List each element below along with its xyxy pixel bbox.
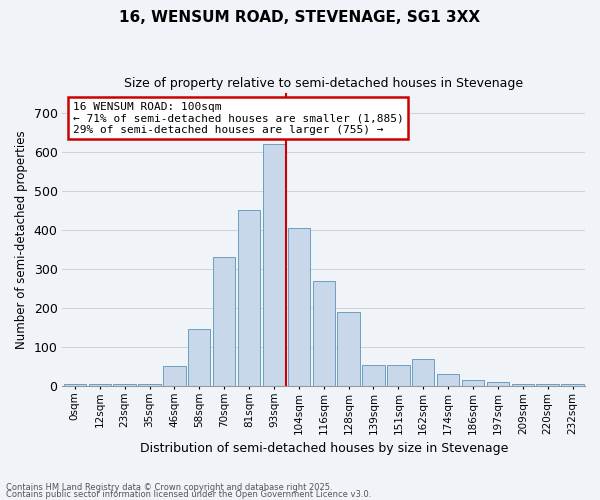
Bar [213,257,235,386]
Bar [337,312,360,386]
Bar [188,330,211,386]
Bar [487,382,509,386]
X-axis label: Distribution of semi-detached houses by size in Stevenage: Distribution of semi-detached houses by … [140,442,508,455]
Bar [113,384,136,386]
Text: Contains HM Land Registry data © Crown copyright and database right 2025.: Contains HM Land Registry data © Crown c… [6,484,332,492]
Bar [462,380,484,386]
Bar [387,364,410,386]
Text: 16, WENSUM ROAD, STEVENAGE, SG1 3XX: 16, WENSUM ROAD, STEVENAGE, SG1 3XX [119,10,481,25]
Bar [89,384,111,386]
Bar [562,384,584,386]
Text: 16 WENSUM ROAD: 100sqm
← 71% of semi-detached houses are smaller (1,885)
29% of : 16 WENSUM ROAD: 100sqm ← 71% of semi-det… [73,102,404,135]
Bar [139,384,161,386]
Bar [437,374,460,386]
Bar [512,384,534,386]
Bar [287,228,310,386]
Bar [163,366,185,386]
Bar [362,364,385,386]
Y-axis label: Number of semi-detached properties: Number of semi-detached properties [15,130,28,349]
Bar [238,210,260,386]
Text: Contains public sector information licensed under the Open Government Licence v3: Contains public sector information licen… [6,490,371,499]
Bar [64,384,86,386]
Bar [412,358,434,386]
Bar [313,280,335,386]
Bar [263,144,285,386]
Bar [536,384,559,386]
Title: Size of property relative to semi-detached houses in Stevenage: Size of property relative to semi-detach… [124,78,523,90]
